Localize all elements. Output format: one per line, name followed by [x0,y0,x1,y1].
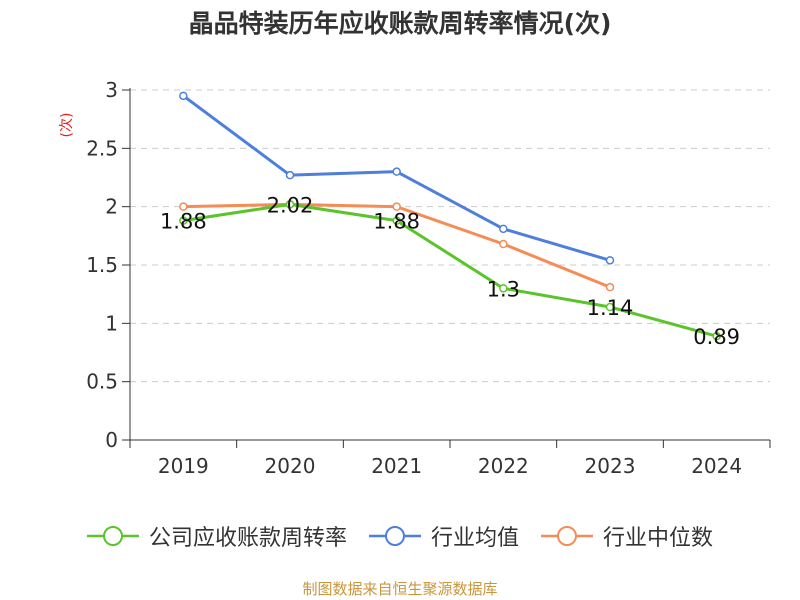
x-tick-label: 2023 [585,454,636,478]
x-tick-label: 2021 [371,454,422,478]
legend-item[interactable]: 行业均值 [368,520,519,552]
legend-line-marker-icon [86,526,139,546]
source-note: 制图数据来自恒生聚源数据库 [302,580,498,598]
data-label: 1.3 [487,277,520,301]
series [179,91,721,341]
data-point [179,91,188,101]
data-point [605,256,615,265]
y-axis-label: (次) [59,113,75,138]
legend-label: 公司应收账款周转率 [148,526,347,551]
data-label: 1.14 [587,296,634,320]
data-point [499,239,508,249]
data-label: 2.02 [267,193,314,217]
x-tick-label: 2024 [691,454,742,478]
data-label: 0.89 [693,325,740,349]
data-point [285,200,295,209]
gridlines [130,89,770,383]
chart-title: 晶品特装历年应收账款周转率情况(次) [188,9,612,38]
data-point [392,216,401,225]
y-tick-label: 0 [105,428,118,452]
data-point [285,170,295,180]
x-tick-label: 2019 [158,454,209,478]
y-tick-label: 3 [105,78,118,102]
legend: 公司应收账款周转率 行业均值 行业中位数 [0,518,800,554]
data-point [499,284,508,293]
x-tick-label: 2020 [265,454,316,478]
data-point [605,302,615,312]
series-line [183,202,718,338]
y-tick-label: 1.5 [86,253,118,277]
data-point [392,202,401,211]
x-tick-label: 2022 [478,454,529,478]
data-point [179,202,188,211]
series-line [182,94,611,262]
legend-item[interactable]: 公司应收账款周转率 [86,520,347,552]
y-tick-label: 2 [105,195,118,219]
data-point [605,282,615,292]
axes: 0 0.5 1 1.5 2 2.5 3 2019 2020 2021 2022 2023 2024 [86,78,771,478]
y-tick-label: 2.5 [86,136,118,160]
data-point [712,331,721,341]
data-point [179,216,188,225]
data-label: 1.88 [373,210,420,234]
y-tick-label: 0.5 [86,370,118,394]
legend-label: 行业中位数 [603,526,714,551]
data-point [392,167,401,176]
legend-item[interactable]: 行业中位数 [541,520,713,552]
data-point [499,224,508,234]
data-label: 1.88 [160,210,207,234]
legend-line-marker-icon [541,526,593,546]
legend-label: 行业均值 [430,526,519,551]
data-labels: 1.88 2.02 1.88 1.3 1.14 0.89 [160,193,740,349]
legend-line-marker-icon [368,526,421,546]
y-tick-label: 1 [105,311,118,335]
